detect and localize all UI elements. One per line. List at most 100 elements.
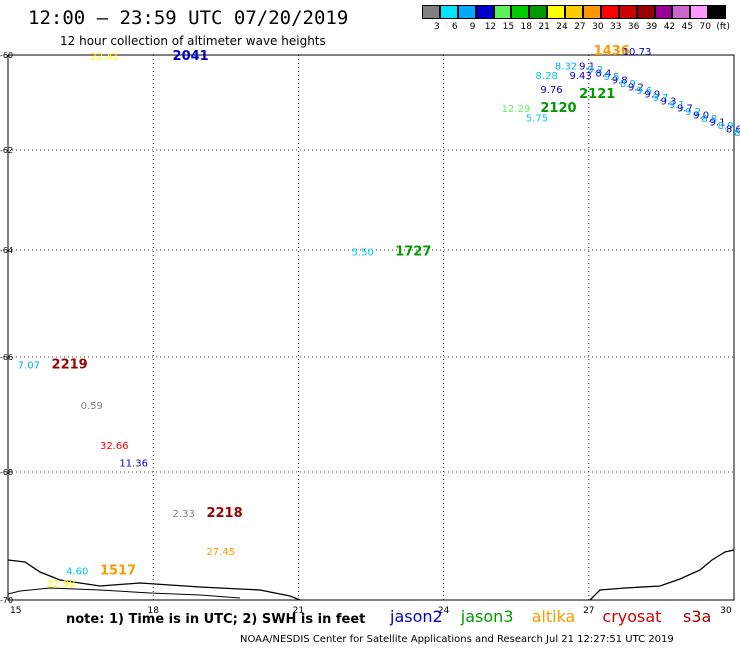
wave-height-value: 22.41: [90, 52, 119, 63]
legend-swatch: [618, 5, 637, 19]
legend-swatch: [672, 5, 691, 19]
graticule: [8, 55, 734, 600]
legend-swatch: [493, 5, 512, 19]
map-subtitle: 12 hour collection of altimeter wave hei…: [60, 34, 326, 48]
pass-time-label: 2120: [540, 101, 576, 116]
y-tick-label: -60: [0, 51, 13, 60]
legend-label: 18: [520, 22, 532, 32]
track-value: 9.2: [685, 107, 701, 118]
wave-height-value: 11.36: [119, 458, 148, 469]
map-title: 12:00 — 23:59 UTC 07/20/2019: [28, 7, 349, 29]
legend-label: 42: [663, 22, 676, 32]
x-tick-label: 21: [293, 606, 304, 616]
legend-label: 3: [434, 22, 440, 32]
track-value: 8.4: [595, 68, 611, 79]
legend-label: 36: [627, 22, 640, 32]
x-tick-label: 15: [10, 606, 21, 616]
coastline-antarctica: [7, 549, 735, 601]
track-value: 9.3: [661, 96, 677, 107]
satellite-cryosat: cryosat: [602, 607, 662, 626]
footer-note: note: 1) Time is in UTC; 2) SWH is in fe…: [66, 612, 366, 627]
wave-height-value: 5.75: [526, 114, 548, 125]
legend-swatch: [654, 5, 673, 19]
track-value: 9.2: [587, 65, 603, 76]
track-value: 9.1: [710, 117, 726, 128]
legend-swatch: [708, 5, 727, 19]
y-tick-label: -62: [0, 146, 13, 155]
satellite-altika: altika: [531, 607, 576, 626]
legend-label: 21: [538, 22, 550, 32]
color-legend: [422, 5, 727, 19]
pass-time-label: 2121: [579, 87, 615, 102]
coastline-antarctica-inner: [7, 587, 241, 599]
track-value: 9.9: [644, 89, 660, 100]
legend-label: 70: [699, 22, 711, 32]
satellite-track: 9.19.28.49.59.88.99.29.69.99.79.39.19.79…: [579, 61, 740, 139]
track-value: 9.7: [652, 93, 668, 104]
wave-height-value: 22.98: [47, 579, 76, 590]
legend-swatch: [565, 5, 584, 19]
legend-swatch: [600, 5, 619, 19]
pass-time-label: 2219: [52, 358, 88, 373]
legend-swatch: [583, 5, 601, 19]
satellite-s3a: s3a: [683, 607, 712, 626]
observations: 22.41 2041 5.50 1727 7.07 2219 0.59 32.66 11.36 2…: [18, 44, 652, 590]
legend-unit: (ft): [716, 22, 730, 32]
wave-height-value: 12.29: [502, 104, 531, 115]
track-value: 9.2: [628, 82, 644, 93]
legend-label: 12: [484, 22, 497, 32]
legend-label: 30: [592, 22, 604, 32]
track-value: 9.1: [579, 61, 595, 72]
wave-height-value: 27.45: [206, 547, 235, 558]
pass-time-label: 2041: [173, 49, 209, 64]
legend-label: 33: [610, 22, 622, 32]
y-tick-label: -68: [0, 468, 13, 477]
legend-swatch: [511, 5, 530, 19]
pass-time-label: 2218: [206, 506, 242, 521]
legend-swatch: [636, 5, 655, 19]
legend-swatch: [690, 5, 709, 19]
legend-swatch: [422, 5, 440, 19]
track-value: 9.1: [669, 100, 685, 111]
track-value: 9.0: [693, 110, 709, 121]
credit-line: NOAA/NESDIS Center for Satellite Applica…: [240, 634, 674, 645]
wave-height-value: 5.50: [352, 247, 374, 258]
track-value: 9.8: [612, 75, 628, 86]
wave-height-value: 0.59: [81, 401, 103, 412]
legend-label: 6: [451, 22, 458, 32]
x-tick-label: 30: [720, 606, 732, 616]
y-tick-label: -70: [0, 596, 13, 605]
pass-time-label: 1436: [594, 44, 630, 59]
legend-label: 15: [502, 22, 515, 32]
track-value: 8.6: [726, 124, 740, 135]
legend-swatch: [475, 5, 494, 19]
axis-labels: 15 18 21 24 27 30 -60 -62 -64 -66 -68 -70: [0, 51, 732, 616]
satellite-jason2: jason2: [390, 607, 443, 626]
satellite-jason3: jason3: [460, 607, 514, 626]
legend-label: 45: [681, 22, 694, 32]
y-tick-label: -66: [0, 353, 13, 362]
track-value: 9.5: [604, 72, 620, 83]
track-value: 8.4: [734, 128, 740, 139]
wave-height-value: 8.32: [555, 61, 577, 72]
track-value: 8.9: [620, 79, 636, 90]
legend-swatch: [457, 5, 476, 19]
legend-label: 27: [574, 22, 586, 32]
legend-swatch: [547, 5, 566, 19]
x-tick-label: 18: [147, 606, 159, 616]
map-frame: [7, 54, 735, 601]
pass-time-label: 1517: [100, 563, 136, 578]
track-value: 8.9: [718, 121, 734, 132]
wave-height-value: 7.07: [18, 361, 40, 372]
track-value: 8.8: [701, 114, 717, 125]
legend-label: 39: [645, 22, 658, 32]
pass-time-label: 1727: [395, 244, 431, 259]
wave-height-value: 2.33: [173, 509, 195, 520]
wave-height-value: 4.60: [66, 566, 88, 577]
track-value: 9.7: [677, 103, 693, 114]
y-tick-label: -64: [0, 246, 13, 255]
legend-swatch: [529, 5, 548, 19]
x-tick-label: 24: [438, 606, 450, 616]
track-value: 9.6: [636, 86, 652, 97]
